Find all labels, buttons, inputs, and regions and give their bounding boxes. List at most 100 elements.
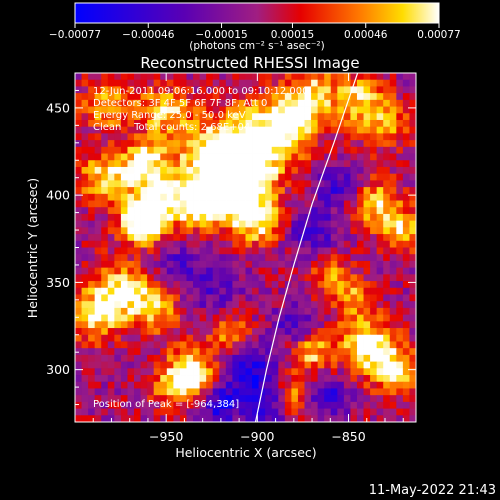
heatmap-cell (160, 274, 168, 282)
heatmap-cell (147, 294, 155, 302)
heatmap-cell (101, 227, 109, 235)
colorbar-tick-label: 0.00046 (344, 29, 388, 41)
heatmap-cell (114, 247, 122, 255)
heatmap-cell (363, 86, 371, 94)
heatmap-cell (252, 321, 260, 329)
heatmap-cell (120, 133, 128, 141)
heatmap-cell (396, 180, 404, 188)
heatmap-cell (107, 207, 115, 215)
heatmap-cell (147, 368, 155, 376)
heatmap-cell (193, 207, 200, 215)
heatmap-cell (186, 140, 194, 148)
heatmap-cell (101, 180, 109, 188)
heatmap-cell (343, 287, 351, 295)
heatmap-cell (238, 227, 246, 235)
heatmap-cell (265, 361, 273, 369)
heatmap-cell (81, 146, 89, 154)
heatmap-cell (186, 314, 194, 322)
heatmap-cell (127, 79, 135, 87)
heatmap-cell (324, 180, 332, 188)
heatmap-cell (88, 328, 96, 336)
heatmap-cell (94, 395, 102, 403)
heatmap-cell (330, 234, 338, 242)
heatmap-cell (317, 267, 325, 275)
heatmap-cell (402, 234, 410, 242)
heatmap-cell (383, 153, 391, 161)
heatmap-cell (179, 153, 187, 161)
heatmap-cell (389, 267, 397, 275)
heatmap-cell (278, 287, 286, 295)
heatmap-cell (245, 79, 253, 87)
heatmap-cell (101, 328, 109, 336)
heatmap-cell (81, 368, 89, 376)
heatmap-cell (402, 388, 410, 396)
heatmap-cell (297, 207, 305, 215)
heatmap-cell (330, 153, 338, 161)
heatmap-cell (409, 140, 416, 148)
heatmap-cell (265, 321, 273, 329)
heatmap-cell (193, 375, 200, 383)
heatmap-cell (153, 267, 161, 275)
heatmap-cell (402, 187, 410, 195)
heatmap-cell (186, 395, 194, 403)
heatmap-cell (383, 307, 391, 316)
heatmap-cell (147, 153, 155, 161)
heatmap-cell (383, 348, 391, 356)
heatmap-cell (252, 106, 260, 114)
heatmap-cell (153, 93, 161, 101)
heatmap-cell (284, 140, 292, 148)
heatmap-cell (330, 334, 338, 342)
heatmap-cell (370, 187, 378, 195)
heatmap-cell (114, 348, 122, 356)
heatmap-cell (252, 314, 260, 322)
heatmap-cell (166, 140, 174, 148)
heatmap-cell (140, 153, 148, 161)
heatmap-cell (376, 321, 384, 329)
heatmap-cell (284, 287, 292, 295)
heatmap-cell (376, 348, 384, 356)
heatmap-cell (186, 173, 194, 181)
heatmap-cell (330, 113, 338, 121)
heatmap-cell (343, 240, 351, 248)
heatmap-cell (153, 220, 161, 228)
heatmap-cell (147, 146, 155, 154)
heatmap-cell (75, 213, 82, 222)
heatmap-cell (265, 307, 273, 316)
heatmap-cell (311, 408, 319, 416)
heatmap-cell (193, 401, 200, 409)
heatmap-cell (265, 227, 273, 235)
heatmap-cell (383, 187, 391, 195)
heatmap-cell (311, 314, 319, 322)
heatmap-cell (140, 341, 148, 349)
heatmap-cell (311, 146, 319, 154)
heatmap-cell (396, 93, 404, 101)
heatmap-cell (153, 388, 161, 396)
heatmap-cell (127, 187, 135, 195)
heatmap-cell (258, 73, 266, 81)
heatmap-cell (350, 408, 358, 416)
heatmap-cell (107, 93, 115, 101)
heatmap-cell (297, 213, 305, 222)
heatmap-cell (356, 227, 364, 235)
heatmap-cell (134, 314, 141, 322)
heatmap-cell (317, 180, 325, 188)
heatmap-cell (173, 401, 181, 409)
heatmap-cell (199, 140, 207, 148)
heatmap-cell (356, 395, 364, 403)
heatmap-cell (376, 227, 384, 235)
heatmap-cell (252, 341, 260, 349)
heatmap-cell (363, 93, 371, 101)
heatmap-cell (134, 133, 141, 141)
heatmap-cell (81, 160, 89, 168)
heatmap-cell (193, 328, 200, 336)
heatmap-cell (206, 160, 214, 168)
heatmap-cell (232, 361, 240, 369)
heatmap-cell (193, 93, 200, 101)
heatmap-cell (363, 267, 371, 275)
heatmap-cell (343, 281, 351, 289)
heatmap-cell (402, 281, 410, 289)
heatmap-cell (127, 388, 135, 396)
heatmap-cell (363, 207, 371, 215)
heatmap-cell (232, 321, 240, 329)
heatmap-cell (199, 173, 207, 181)
